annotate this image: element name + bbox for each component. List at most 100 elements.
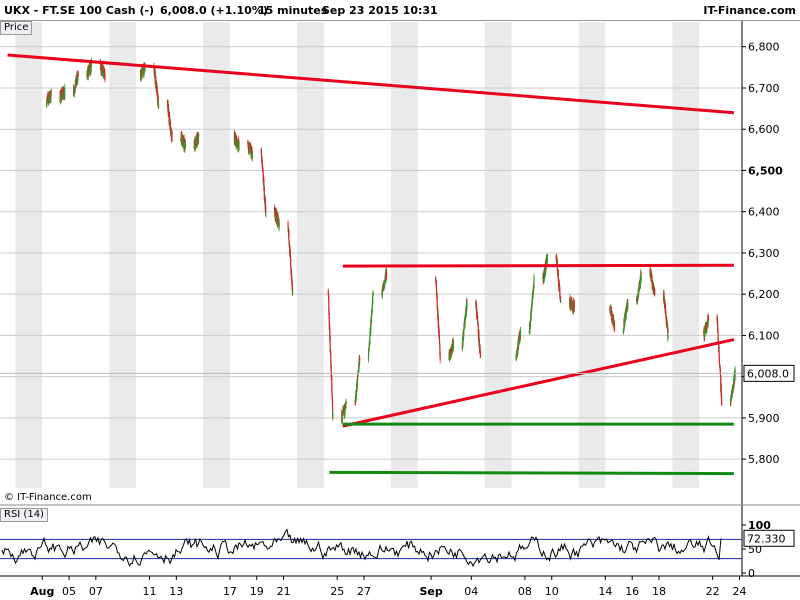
- candle-body: [718, 353, 720, 361]
- x-tick-label: Sep: [419, 585, 442, 598]
- price-tick-label: 6,500: [748, 164, 783, 177]
- candle-body: [157, 96, 159, 102]
- candle-body: [707, 314, 709, 321]
- instrument-title: UKX - FT.SE 100 Cash (-): [4, 4, 155, 17]
- candle-body: [627, 301, 629, 306]
- candle-body: [558, 282, 560, 289]
- candle-body: [367, 355, 370, 360]
- candle-body: [530, 310, 532, 320]
- candle-body: [452, 343, 455, 348]
- candle-body: [371, 305, 373, 312]
- candle-body: [372, 291, 374, 297]
- candle-body: [625, 311, 627, 317]
- candle-body: [291, 282, 293, 291]
- candle-body: [262, 172, 264, 181]
- candle-body: [611, 314, 613, 317]
- candle-body: [183, 138, 185, 143]
- candle-body: [234, 140, 237, 145]
- candle-body: [573, 301, 575, 311]
- candle-body: [198, 134, 200, 136]
- candle-body: [610, 310, 613, 316]
- candle-body: [557, 269, 559, 275]
- rsi-line: [1, 528, 722, 568]
- candle-body: [329, 325, 331, 332]
- rsi-last-label: 72.330: [747, 532, 786, 545]
- candle-body: [358, 358, 361, 365]
- candle-body: [381, 291, 384, 294]
- candle-body: [331, 374, 333, 380]
- candle-body: [438, 336, 441, 341]
- candle-body: [171, 131, 173, 142]
- candle-body: [368, 345, 370, 350]
- candle-body: [435, 283, 437, 288]
- price-tick-label: 6,100: [748, 329, 780, 342]
- candle-body: [654, 289, 656, 296]
- candle-body: [261, 160, 263, 170]
- candle-body: [372, 296, 374, 304]
- candle-body: [623, 326, 625, 328]
- candle-body: [718, 360, 720, 363]
- candle-body: [104, 74, 106, 81]
- candle-body: [64, 87, 66, 98]
- x-tick-label: 11: [142, 585, 156, 598]
- rsi-tick-label: 0: [748, 567, 755, 580]
- candle-body: [667, 329, 669, 331]
- candle-body: [370, 330, 372, 333]
- candle-body: [717, 325, 719, 331]
- x-tick-label: 05: [62, 585, 76, 598]
- candle-body: [666, 319, 668, 324]
- candle-body: [278, 222, 280, 226]
- price-panel-label: Price: [0, 21, 33, 35]
- candle-body: [277, 215, 279, 220]
- candle-body: [666, 323, 668, 330]
- weekend-shade: [15, 22, 43, 488]
- candle-body: [184, 141, 186, 144]
- candle-body: [518, 342, 520, 343]
- candle-body: [557, 280, 560, 284]
- candle-body: [559, 295, 561, 297]
- candle-body: [290, 269, 293, 278]
- candle-body: [342, 410, 344, 414]
- candle-body: [452, 342, 455, 344]
- copyright-text: © IT-Finance.com: [4, 492, 92, 503]
- candle-body: [74, 83, 76, 90]
- trendline-rising-support: [342, 338, 735, 428]
- candle-body: [667, 329, 669, 339]
- candle-body: [664, 306, 667, 311]
- candle-body: [263, 178, 265, 181]
- x-tick-label: Aug: [30, 585, 54, 598]
- candle-body: [638, 282, 641, 291]
- candle-body: [356, 384, 358, 390]
- candle-body: [331, 390, 333, 394]
- x-tick-label: 27: [357, 585, 371, 598]
- candle-body: [718, 347, 720, 354]
- price-tick-label: 6,400: [748, 206, 780, 219]
- candle-body: [437, 314, 439, 322]
- x-tick-label: 16: [625, 585, 639, 598]
- candle-body: [77, 71, 79, 77]
- candle-body: [331, 379, 333, 391]
- timestamp: Sep 23 2015 10:31: [322, 4, 438, 17]
- interval-label: 15 minutes: [258, 4, 328, 17]
- x-tick-label: 24: [732, 585, 746, 598]
- candles-group: [46, 57, 736, 425]
- candle-body: [720, 376, 722, 389]
- candle-body: [462, 337, 464, 344]
- candle-body: [529, 328, 531, 333]
- candle-body: [329, 335, 331, 345]
- candle-body: [100, 62, 102, 66]
- candle-body: [569, 297, 571, 300]
- candle-body: [288, 229, 290, 241]
- candle-body: [330, 364, 332, 376]
- candle-body: [47, 94, 49, 99]
- chart-header: UKX - FT.SE 100 Cash (-) 6,008.0 (+1.10%…: [0, 0, 800, 21]
- price-tick-label: 6,800: [748, 41, 780, 54]
- x-tick-label: 04: [464, 585, 478, 598]
- candle-body: [624, 317, 626, 325]
- weekend-shade: [109, 22, 137, 488]
- candle-body: [385, 270, 388, 279]
- x-tick-label: 25: [330, 585, 344, 598]
- candle-body: [260, 149, 262, 155]
- candle-body: [716, 320, 719, 326]
